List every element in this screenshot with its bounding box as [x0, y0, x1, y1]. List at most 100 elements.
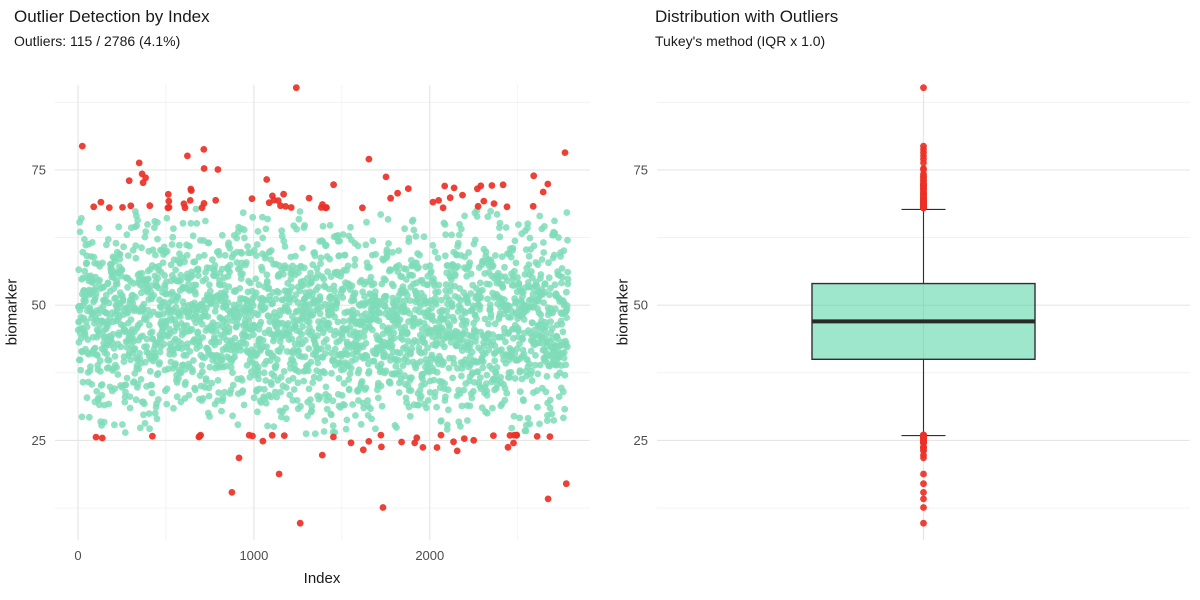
scatter-point	[239, 387, 247, 395]
scatter-point	[524, 414, 532, 422]
scatter-point	[561, 371, 569, 379]
scatter-point	[124, 252, 132, 259]
scatter-point	[514, 274, 521, 281]
scatter-point	[214, 377, 222, 384]
scatter-point	[552, 305, 559, 313]
scatter-point	[550, 251, 558, 259]
scatter-point	[563, 343, 571, 351]
scatter-point	[167, 261, 175, 269]
scatter-point	[221, 251, 229, 259]
scatter-point	[186, 242, 193, 250]
scatter-point	[236, 285, 244, 292]
scatter-point	[218, 356, 226, 364]
scatter-point	[407, 387, 415, 394]
scatter-point	[542, 322, 550, 330]
scatter-outlier-point	[398, 438, 405, 446]
scatter-point	[386, 379, 394, 387]
scatter-point	[286, 391, 294, 399]
scatter-point	[326, 326, 334, 334]
scatter-point	[185, 391, 193, 399]
scatter-point	[549, 324, 556, 332]
scatter-point	[491, 342, 499, 350]
scatter-point	[123, 231, 131, 239]
scatter-point	[214, 397, 221, 405]
scatter-point	[509, 244, 517, 252]
scatter-point	[260, 369, 268, 377]
scatter-outlier-point	[359, 204, 366, 212]
boxplot-outlier-point	[920, 203, 927, 211]
scatter-point	[362, 384, 370, 392]
scatter-point	[326, 255, 334, 263]
scatter-point	[484, 213, 492, 221]
scatter-outlier-point	[125, 177, 133, 185]
scatter-point	[424, 344, 431, 352]
scatter-outlier-point	[419, 444, 427, 451]
scatter-point	[127, 356, 134, 364]
scatter-point	[378, 402, 386, 410]
scatter-point	[186, 348, 194, 355]
scatter-point	[409, 272, 417, 279]
scatter-point	[183, 322, 191, 329]
scatter-point	[383, 252, 391, 259]
scatter-point	[204, 313, 212, 320]
scatter-point	[319, 222, 327, 230]
scatter-point	[324, 268, 331, 276]
scatter-point	[263, 343, 270, 351]
scatter-point	[454, 239, 462, 247]
scatter-point	[501, 396, 509, 404]
scatter-point	[457, 225, 465, 233]
scatter-point	[275, 289, 282, 296]
boxplot-outlier-point	[920, 470, 927, 478]
scatter-point	[78, 214, 85, 222]
scatter-outlier-point	[165, 197, 173, 205]
scatter-outlier-point	[387, 194, 394, 202]
scatter-point	[188, 325, 196, 333]
scatter-point	[438, 296, 445, 304]
scatter-point	[502, 338, 509, 346]
scatter-point	[560, 349, 568, 356]
scatter-point	[264, 422, 271, 430]
scatter-point	[132, 254, 140, 262]
scatter-point	[501, 296, 508, 303]
scatter-point	[530, 242, 538, 250]
scatter-point	[135, 365, 143, 373]
scatter-point	[254, 370, 262, 378]
scatter-point	[225, 239, 233, 247]
scatter-point	[431, 388, 439, 396]
scatter-outlier-point	[164, 204, 172, 212]
scatter-point	[194, 328, 202, 336]
scatter-point	[99, 259, 106, 267]
scatter-point	[272, 295, 280, 303]
scatter-point	[483, 371, 491, 379]
scatter-point	[172, 303, 180, 311]
scatter-point	[83, 394, 91, 402]
scatter-x-axis-label: Index	[303, 570, 341, 587]
scatter-point	[172, 266, 180, 274]
scatter-outlier-point	[305, 194, 313, 202]
scatter-point	[399, 362, 407, 369]
scatter-outlier-point	[259, 437, 267, 445]
scatter-point	[316, 310, 324, 318]
scatter-outlier-point	[196, 432, 204, 440]
scatter-point	[558, 265, 566, 272]
y-tick-label: 75	[634, 162, 648, 177]
scatter-point	[257, 318, 265, 326]
x-tick-label: 2000	[415, 548, 444, 563]
scatter-point	[507, 369, 515, 376]
scatter-point	[323, 405, 331, 413]
scatter-point	[183, 251, 191, 259]
scatter-point	[563, 302, 571, 310]
scatter-point	[334, 318, 342, 326]
scatter-point	[466, 402, 474, 410]
scatter-point	[498, 346, 505, 353]
scatter-point	[390, 334, 398, 342]
scatter-point	[175, 241, 183, 249]
scatter-point	[208, 379, 216, 387]
scatter-point	[188, 272, 196, 279]
scatter-point	[76, 356, 84, 364]
scatter-point	[370, 357, 378, 365]
scatter-outlier-point	[433, 444, 441, 451]
scatter-point	[82, 318, 90, 326]
scatter-point	[390, 329, 398, 337]
scatter-point	[199, 334, 207, 341]
